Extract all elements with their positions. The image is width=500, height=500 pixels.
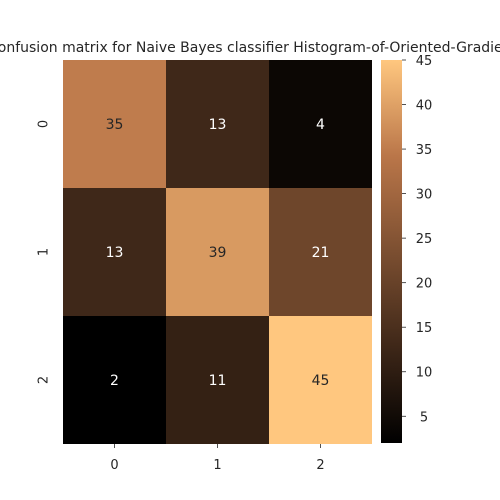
colorbar-tick-label: 30 xyxy=(416,188,433,203)
colorbar-tick-label: 15 xyxy=(416,321,433,336)
colorbar-tick-label: 5 xyxy=(420,410,428,425)
heatmap-cell-r0-c1 xyxy=(166,60,269,188)
colorbar xyxy=(381,60,402,443)
chart-title: Confusion matrix for Naive Bayes classif… xyxy=(0,40,500,56)
heatmap-cell-r0-c0 xyxy=(63,60,166,188)
cell-label-r2-c1: 11 xyxy=(209,373,227,389)
colorbar-tick-label: 20 xyxy=(416,277,433,292)
x-tick-label: 2 xyxy=(316,458,324,473)
colorbar-tick-label: 45 xyxy=(416,54,433,69)
y-tick-label: 1 xyxy=(37,248,52,256)
colorbar-tick-label: 40 xyxy=(416,99,433,114)
x-axis-ticks: 0 1 2 xyxy=(110,444,325,473)
y-tick-label: 2 xyxy=(37,376,52,384)
colorbar-tick-label: 35 xyxy=(416,143,433,158)
colorbar-tick-label: 10 xyxy=(416,366,433,381)
heatmap-cell-r1-c1 xyxy=(166,188,269,316)
heatmap-cell-labels: 35 13 4 13 39 21 2 11 45 xyxy=(106,117,330,389)
x-tick-label: 1 xyxy=(213,458,221,473)
cell-label-r1-c1: 39 xyxy=(209,245,227,261)
cell-label-r1-c2: 21 xyxy=(312,245,330,261)
cell-label-r2-c0: 2 xyxy=(110,373,119,389)
y-axis-ticks: 0 1 2 xyxy=(37,120,52,384)
heatmap-cell-r2-c2 xyxy=(269,316,372,444)
heatmap-cell-r1-c0 xyxy=(63,188,166,316)
heatmap-cell-r2-c1 xyxy=(166,316,269,444)
cell-label-r1-c0: 13 xyxy=(106,245,124,261)
colorbar-tick-label: 25 xyxy=(416,232,433,247)
heatmap-cells xyxy=(63,60,372,444)
x-tick-label: 0 xyxy=(110,458,118,473)
heatmap-cell-r2-c0 xyxy=(63,316,166,444)
heatmap-cell-r1-c2 xyxy=(269,188,372,316)
colorbar-ticks: 5 10 15 20 25 30 35 40 45 xyxy=(402,54,432,425)
heatmap-cell-r0-c2 xyxy=(269,60,372,188)
cell-label-r0-c1: 13 xyxy=(209,117,227,133)
cell-label-r0-c0: 35 xyxy=(106,117,124,133)
cell-label-r2-c2: 45 xyxy=(312,373,330,389)
y-tick-label: 0 xyxy=(37,120,52,128)
cell-label-r0-c2: 4 xyxy=(316,117,325,133)
